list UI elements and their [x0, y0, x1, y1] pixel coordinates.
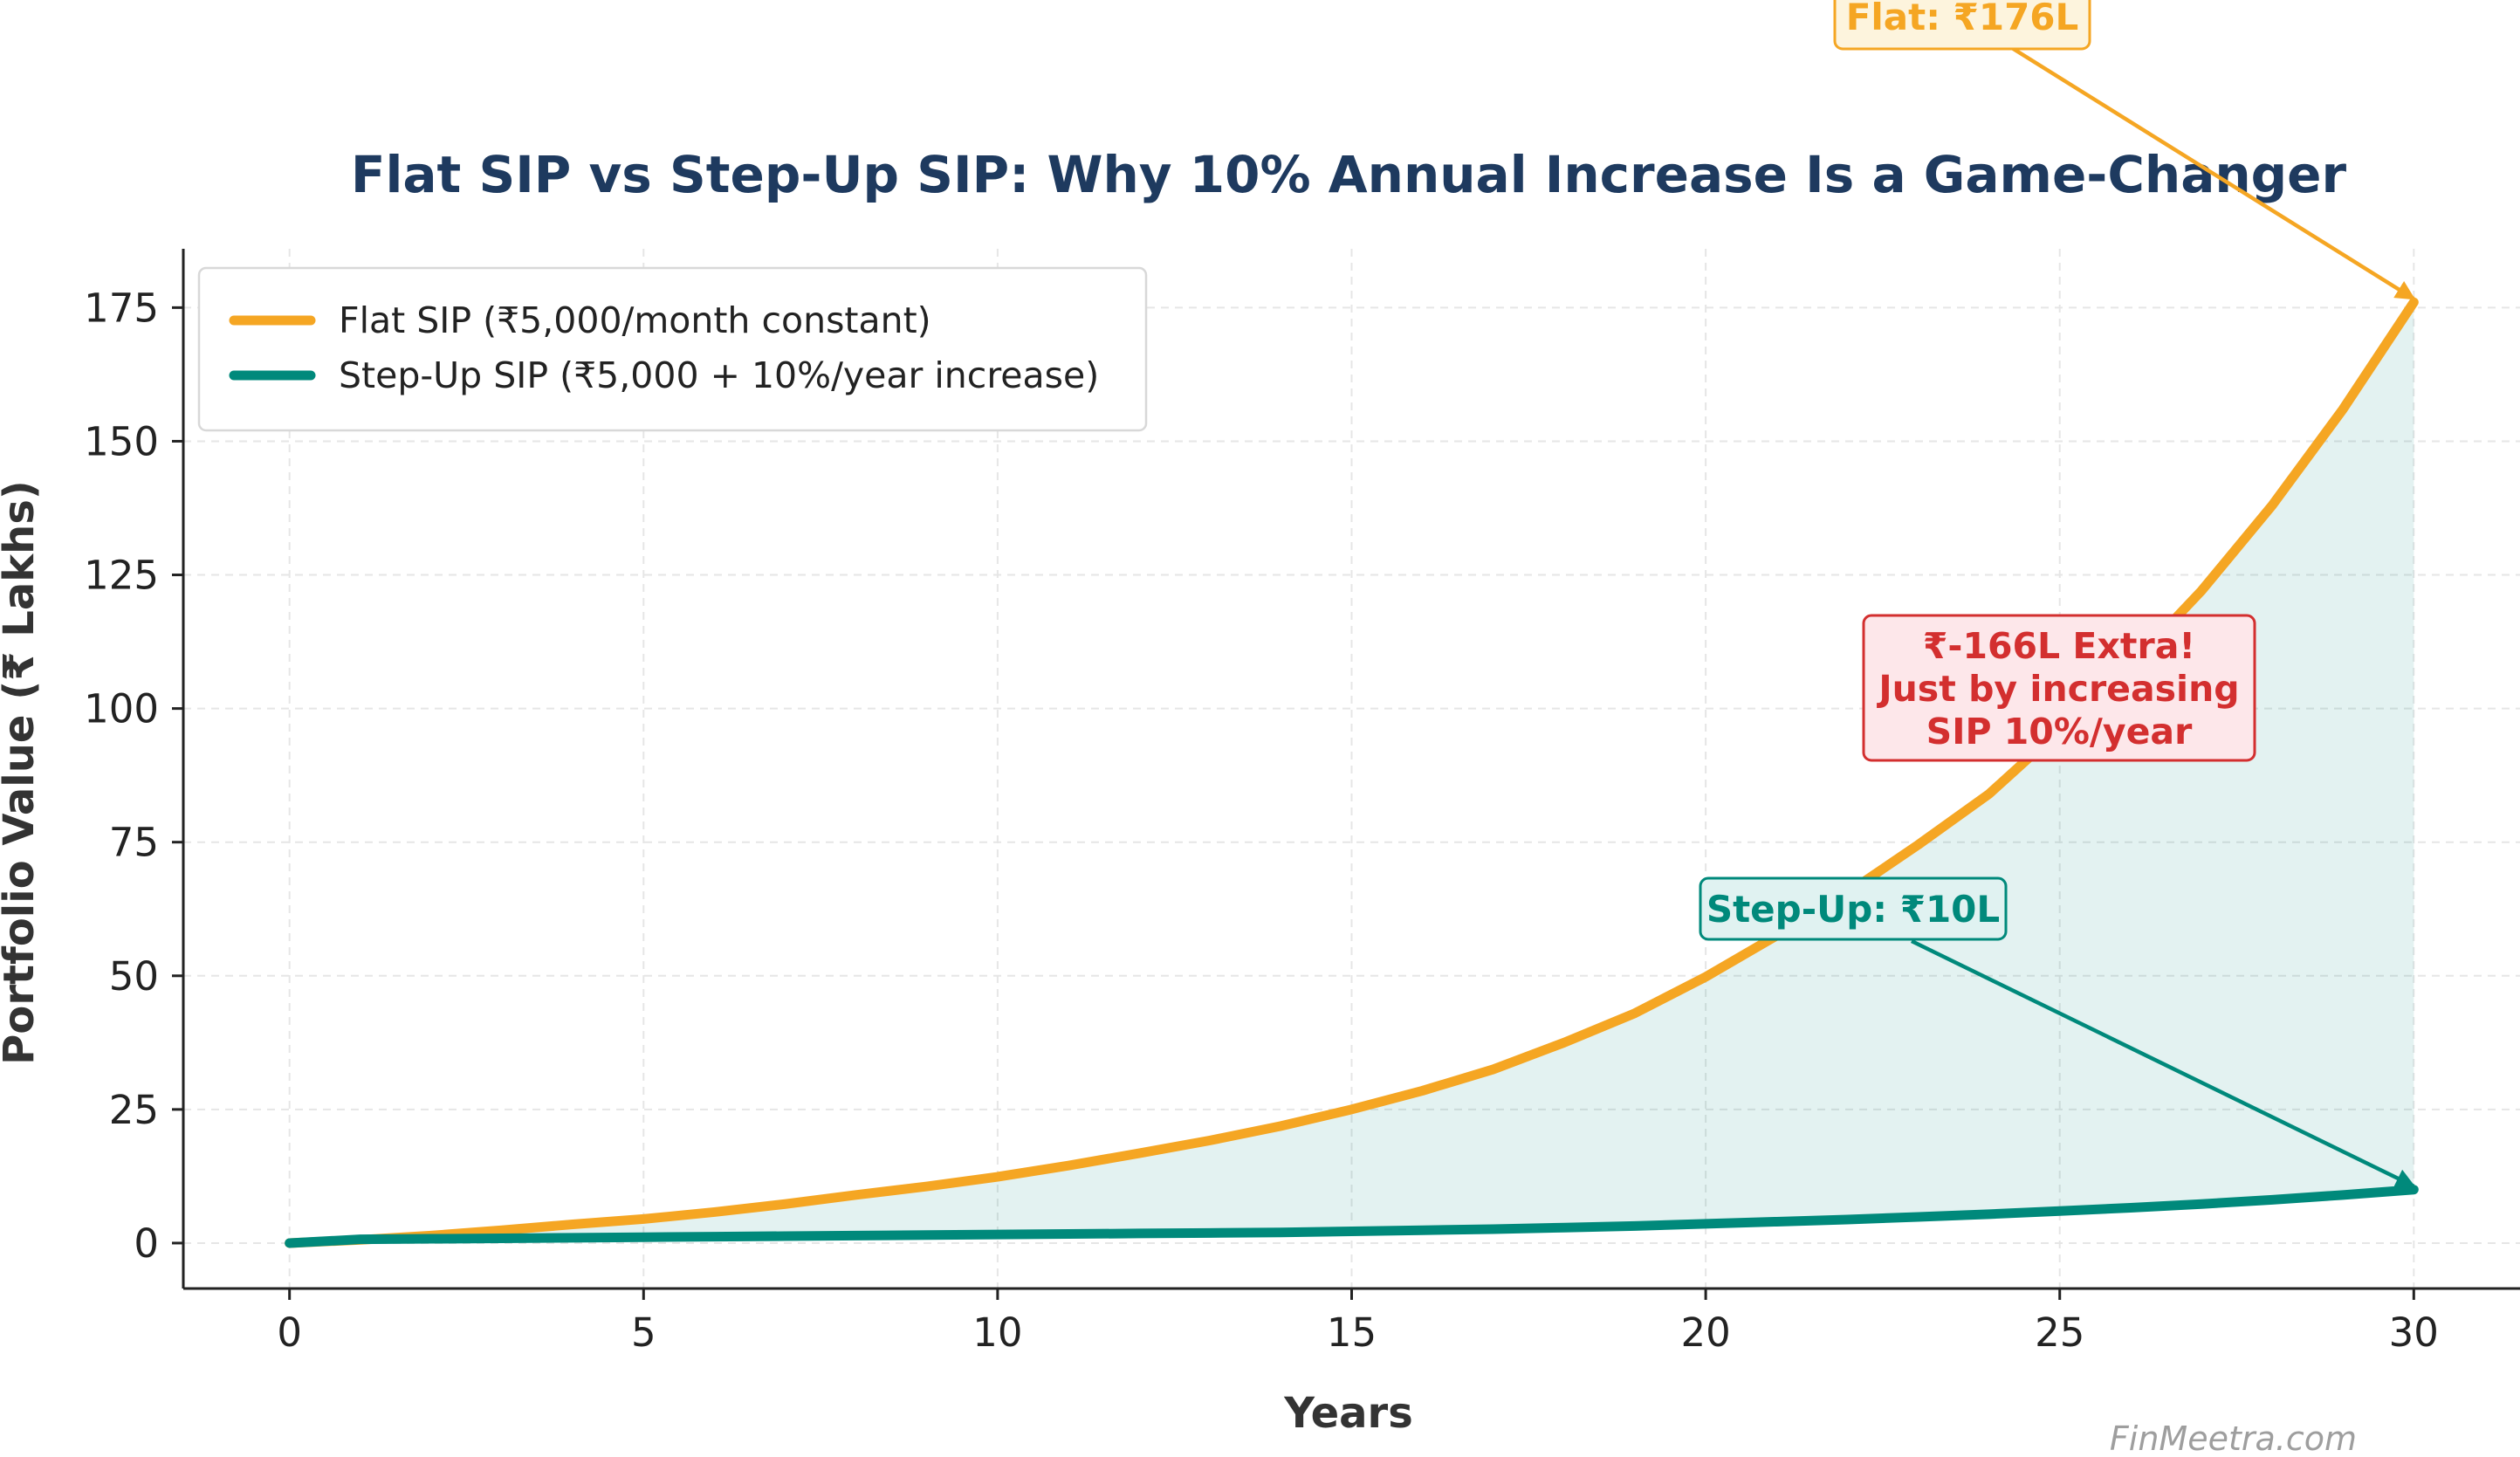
- annotation-box: [1862, 614, 2256, 762]
- y-tick-label: 25: [109, 1087, 159, 1133]
- data-point: [570, 1221, 576, 1227]
- data-point: [641, 1234, 647, 1241]
- data-point: [1490, 1227, 1496, 1233]
- legend-box: [197, 266, 1148, 432]
- data-point: [2269, 1197, 2276, 1203]
- x-tick-label: 20: [1680, 1309, 1730, 1356]
- annotations: Flat: ₹176L Step-Up: ₹10L ₹-166L Extra! Jus…: [1699, 0, 2416, 1188]
- legend-label-stepup: Step-Up SIP (₹5,000 + 10%/year increase): [339, 354, 1099, 396]
- data-point: [1136, 1230, 1143, 1236]
- annotation: ₹-166L Extra! Just by increasing SIP 10%/y…: [1862, 614, 2256, 762]
- x-tick-label: 0: [277, 1309, 302, 1356]
- data-point: [2198, 1201, 2204, 1207]
- data-point: [1490, 1066, 1496, 1072]
- data-point: [286, 1240, 292, 1246]
- series-points: [286, 1186, 2417, 1246]
- data-point: [782, 1233, 788, 1239]
- x-tick-label: 15: [1327, 1309, 1377, 1356]
- ticks: 0 5 10 15 20 25 30 0 25 50 75 100 125 150 175: [84, 285, 2439, 1356]
- legend-label-flat: Flat SIP (₹5,000/month constant): [339, 299, 931, 341]
- y-tick-label: 50: [109, 953, 159, 1000]
- data-point: [1349, 1106, 1355, 1112]
- y-tick-label: 100: [84, 686, 159, 732]
- x-tick-label: 30: [2389, 1309, 2439, 1356]
- annotation-text: ₹-166L Extra! Just by increasing SIP 10%/y…: [1876, 625, 2239, 753]
- y-tick-label: 75: [109, 820, 159, 866]
- data-point: [2411, 1186, 2417, 1192]
- annotation: Step-Up: ₹10L: [1699, 876, 2008, 941]
- data-point: [499, 1227, 505, 1234]
- annotation-text: Step-Up: ₹10L: [1706, 888, 2000, 931]
- data-point: [1561, 1040, 1567, 1046]
- data-point: [924, 1184, 930, 1190]
- data-point: [711, 1209, 718, 1215]
- data-point: [924, 1232, 930, 1238]
- data-point: [428, 1236, 434, 1242]
- data-point: [994, 1174, 1000, 1180]
- data-point: [2198, 588, 2204, 594]
- data-point: [641, 1216, 647, 1222]
- data-point: [2057, 1208, 2063, 1214]
- x-axis-label: Years: [1283, 1389, 1413, 1438]
- data-point: [1703, 1220, 1709, 1227]
- data-point: [2340, 1192, 2346, 1198]
- annotation-box: [1833, 0, 2091, 51]
- y-axis-label: Portfolio Value (₹ Lakhs): [0, 480, 44, 1065]
- data-point: [1349, 1228, 1355, 1234]
- data-point: [853, 1192, 859, 1198]
- data-point: [2340, 406, 2346, 412]
- data-point: [2127, 1205, 2133, 1211]
- y-tick-label: 125: [84, 553, 159, 599]
- data-point: [1844, 1217, 1851, 1223]
- legend: Flat SIP (₹5,000/month constant) Step-Up…: [197, 266, 1148, 432]
- data-point: [1278, 1229, 1284, 1235]
- data-point: [1561, 1225, 1567, 1231]
- y-tick-label: 175: [84, 285, 159, 331]
- data-point: [499, 1235, 505, 1241]
- data-point: [1207, 1137, 1213, 1144]
- data-point: [357, 1236, 363, 1242]
- y-tick-label: 0: [134, 1220, 159, 1267]
- x-tick-label: 5: [631, 1309, 656, 1356]
- data-point: [1774, 1219, 1780, 1225]
- x-tick-label: 10: [972, 1309, 1022, 1356]
- data-point: [1419, 1088, 1425, 1094]
- data-point: [994, 1232, 1000, 1238]
- data-point: [1915, 842, 1921, 848]
- watermark: FinMeetra.com: [2110, 1419, 2357, 1457]
- annotation-arrow: [1911, 938, 2416, 1188]
- data-point: [1419, 1227, 1425, 1234]
- data-point: [1703, 974, 1709, 980]
- data-point: [1986, 791, 1992, 797]
- data-point: [1631, 1010, 1638, 1016]
- fill-between-area: [289, 302, 2414, 1243]
- data-point: [782, 1201, 788, 1207]
- y-tick-label: 150: [84, 418, 159, 464]
- data-point: [2411, 299, 2417, 306]
- data-point: [1915, 1213, 1921, 1220]
- data-point: [570, 1234, 576, 1241]
- data-point: [1207, 1230, 1213, 1236]
- data-point: [1066, 1163, 1072, 1169]
- data-point: [1631, 1223, 1638, 1229]
- x-tick-label: 25: [2035, 1309, 2084, 1356]
- annotation: Flat: ₹176L: [1833, 0, 2091, 51]
- data-point: [1066, 1231, 1072, 1237]
- data-point: [711, 1234, 718, 1240]
- data-point: [853, 1233, 859, 1239]
- annotation-text: Flat: ₹176L: [1846, 0, 2079, 38]
- data-point: [2269, 502, 2276, 508]
- annotation-arrow: [2010, 46, 2416, 301]
- annotation-box: [1699, 876, 2008, 941]
- chart-title: Flat SIP vs Step-Up SIP: Why 10% Annual …: [351, 145, 2347, 204]
- data-point: [1986, 1211, 1992, 1217]
- data-point: [1136, 1151, 1143, 1157]
- data-point: [1278, 1123, 1284, 1129]
